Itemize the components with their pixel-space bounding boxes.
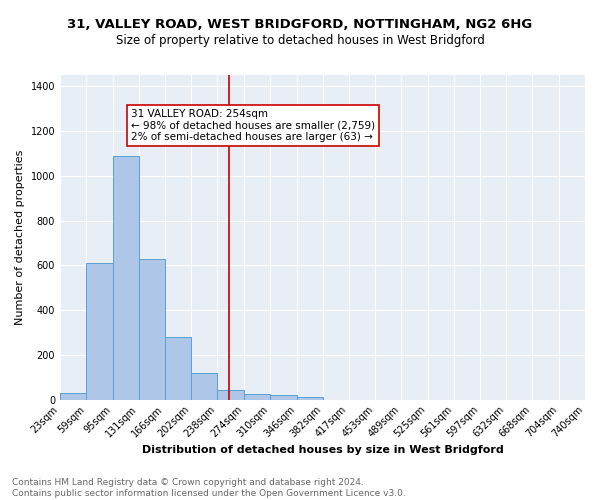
Bar: [60, 394, 86, 400]
Y-axis label: Number of detached properties: Number of detached properties: [15, 150, 25, 325]
X-axis label: Distribution of detached houses by size in West Bridgford: Distribution of detached houses by size …: [142, 445, 503, 455]
Bar: [139, 258, 165, 400]
Text: 31 VALLEY ROAD: 254sqm
← 98% of detached houses are smaller (2,759)
2% of semi-d: 31 VALLEY ROAD: 254sqm ← 98% of detached…: [131, 109, 375, 142]
Bar: [217, 390, 244, 400]
Bar: [86, 263, 113, 400]
Text: Contains HM Land Registry data © Crown copyright and database right 2024.
Contai: Contains HM Land Registry data © Crown c…: [12, 478, 406, 498]
Text: 31, VALLEY ROAD, WEST BRIDGFORD, NOTTINGHAM, NG2 6HG: 31, VALLEY ROAD, WEST BRIDGFORD, NOTTING…: [67, 18, 533, 30]
Bar: [296, 396, 323, 400]
Bar: [165, 337, 191, 400]
Bar: [191, 372, 217, 400]
Bar: [113, 156, 139, 400]
Bar: [270, 395, 296, 400]
Bar: [244, 394, 270, 400]
Text: Size of property relative to detached houses in West Bridgford: Size of property relative to detached ho…: [116, 34, 484, 47]
